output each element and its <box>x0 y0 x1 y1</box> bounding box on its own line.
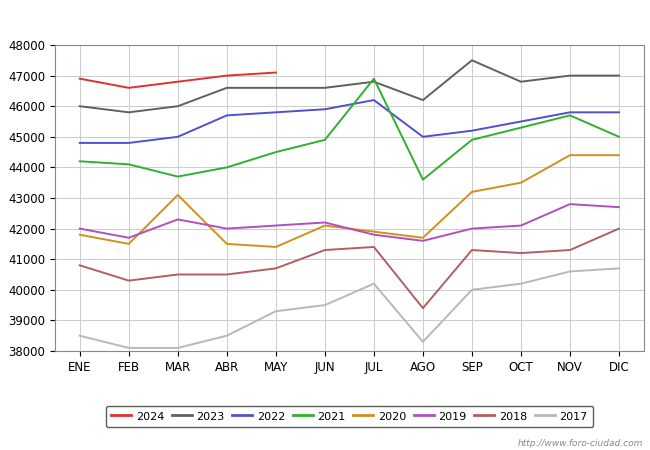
Text: http://www.foro-ciudad.com: http://www.foro-ciudad.com <box>518 439 644 448</box>
Legend: 2024, 2023, 2022, 2021, 2020, 2019, 2018, 2017: 2024, 2023, 2022, 2021, 2020, 2019, 2018… <box>106 405 593 427</box>
Text: Afiliados en Ciudad Real a 31/5/2024: Afiliados en Ciudad Real a 31/5/2024 <box>172 10 478 28</box>
